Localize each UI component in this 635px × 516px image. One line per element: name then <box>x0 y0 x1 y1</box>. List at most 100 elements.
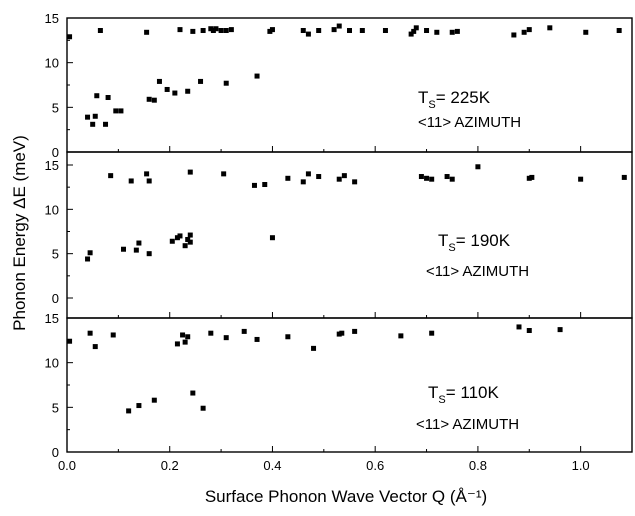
azimuth-label: <11> AZIMUTH <box>416 416 519 433</box>
panel-frame <box>66 17 633 153</box>
y-tick-label: 0 <box>52 445 59 460</box>
data-point <box>187 232 193 238</box>
data-point <box>454 28 460 34</box>
data-point <box>67 338 73 344</box>
data-point <box>413 25 419 31</box>
data-point <box>221 171 227 177</box>
x-tick-label: 0.6 <box>366 458 384 473</box>
data-point <box>398 333 404 339</box>
data-point <box>200 405 206 411</box>
panel-frame <box>66 151 633 319</box>
data-point <box>444 174 450 180</box>
data-point <box>429 176 435 182</box>
data-point <box>511 32 517 38</box>
panel-3: 0 5 10 15 0.0 0.2 0.4 0.6 0.8 1.0 TS= 110K <11> AZI… <box>45 311 633 473</box>
panel-1: 0 5 10 15 TS= 225K <11> AZIMUTH <box>45 11 633 160</box>
data-point <box>475 164 481 170</box>
data-point <box>262 182 268 188</box>
data-point <box>616 28 622 34</box>
data-point <box>223 28 229 34</box>
x-tick-label: 0.4 <box>263 458 281 473</box>
data-point <box>144 29 150 35</box>
x-tick-label: 0.0 <box>58 458 76 473</box>
data-point <box>352 179 358 185</box>
data-point <box>269 235 275 241</box>
data-point <box>198 78 204 84</box>
data-point <box>424 175 430 181</box>
data-point <box>449 29 455 35</box>
data-point <box>526 27 532 33</box>
data-point <box>336 176 342 182</box>
data-point <box>90 121 96 127</box>
data-point <box>144 171 150 177</box>
data-point <box>146 251 152 257</box>
temperature-label: TS= 110K <box>428 383 499 406</box>
data-point <box>526 175 532 181</box>
data-point <box>108 173 114 179</box>
data-point <box>331 27 337 33</box>
data-point <box>359 28 365 34</box>
data-point <box>526 328 532 334</box>
data-point <box>103 121 109 127</box>
data-point <box>213 26 219 32</box>
data-point <box>583 29 589 35</box>
data-point <box>347 28 352 34</box>
data-point <box>218 28 224 34</box>
data-point <box>105 95 111 101</box>
data-point <box>146 96 152 102</box>
data-point <box>521 29 527 35</box>
x-tick-label: 1.0 <box>572 458 590 473</box>
azimuth-label: <11> AZIMUTH <box>426 263 529 280</box>
data-point <box>92 113 98 119</box>
data-point <box>87 330 93 336</box>
data-point <box>305 171 311 177</box>
temperature-label: TS= 190K <box>438 231 511 254</box>
data-point <box>136 240 142 246</box>
data-point <box>557 327 563 333</box>
data-point <box>529 174 535 180</box>
data-point <box>136 403 142 409</box>
y-tick-label: 15 <box>45 158 59 173</box>
data-point <box>121 246 126 252</box>
data-point <box>187 169 193 175</box>
data-point <box>94 93 100 99</box>
chart-panels: 0 5 10 15 TS= 225K <11> AZIMUTH 0 5 10 15 TS= 190K… <box>45 11 633 473</box>
data-point <box>208 330 214 336</box>
data-point <box>208 26 214 32</box>
data-point <box>285 175 291 181</box>
x-tick-label: 0.2 <box>161 458 179 473</box>
y-axis-label: Phonon Energy ΔE (meV) <box>10 135 29 331</box>
data-point <box>87 250 93 256</box>
data-point <box>128 178 134 184</box>
data-point <box>339 330 345 336</box>
data-point <box>97 28 103 34</box>
data-point <box>449 176 455 182</box>
data-point <box>177 233 183 239</box>
data-point <box>182 243 188 249</box>
data-point <box>169 238 175 244</box>
data-point <box>187 239 193 245</box>
data-point <box>424 28 430 34</box>
data-point <box>113 108 119 114</box>
data-point <box>180 332 186 338</box>
data-point <box>156 78 162 84</box>
data-point <box>185 334 191 340</box>
y-tick-label: 5 <box>52 247 59 262</box>
data-point <box>336 331 342 337</box>
x-tick-label: 0.8 <box>469 458 487 473</box>
data-point <box>429 330 435 336</box>
y-tick-label: 10 <box>45 356 59 371</box>
data-point <box>516 324 522 330</box>
data-point <box>223 80 229 86</box>
y-tick-label: 10 <box>45 202 59 217</box>
data-point <box>311 345 317 351</box>
data-point <box>434 29 440 35</box>
data-point <box>316 28 322 34</box>
y-tick-label: 5 <box>52 400 59 415</box>
y-tick-label: 0 <box>52 291 59 306</box>
data-point <box>269 27 275 33</box>
y-tick-label: 15 <box>45 11 59 26</box>
data-point <box>411 28 417 34</box>
data-point <box>182 339 188 345</box>
